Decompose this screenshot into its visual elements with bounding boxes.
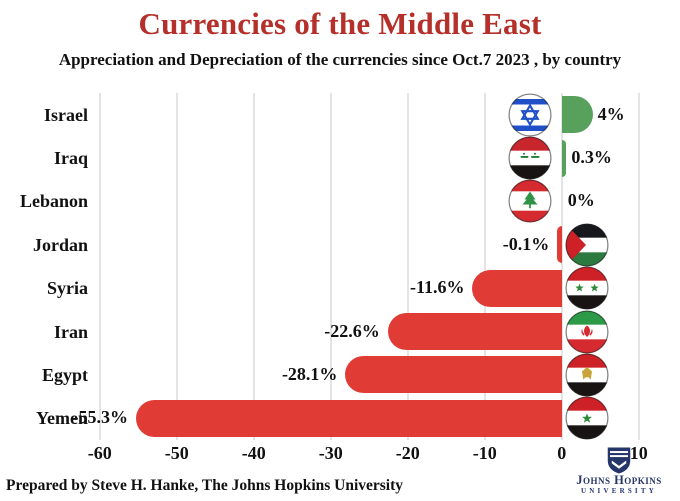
gridline [329, 93, 332, 440]
value-label: -22.6% [324, 320, 380, 341]
x-axis-tick: -60 [87, 443, 112, 463]
jordan-flag-icon [565, 223, 609, 267]
page-title: Currencies of the Middle East [138, 6, 542, 41]
gridline [406, 93, 409, 440]
value-label: 0% [567, 190, 595, 211]
bar-jordan [557, 226, 562, 264]
value-label: -0.1% [502, 233, 550, 254]
gridline [98, 93, 101, 440]
bar-syria [472, 269, 562, 307]
x-axis-tick: -30 [318, 443, 343, 463]
country-label: Yemen [36, 408, 88, 429]
gridline [560, 93, 563, 440]
gridline [637, 93, 640, 440]
jhu-logo-university: UNIVERSITY [581, 487, 657, 495]
value-label: 4% [597, 103, 625, 124]
page-subtitle: Appreciation and Depreciation of the cur… [58, 50, 622, 69]
country-label: Iraq [53, 148, 88, 169]
x-axis-tick: -40 [241, 443, 266, 463]
value-label: -11.6% [409, 277, 465, 298]
x-axis-tick: 0 [557, 443, 567, 463]
jhu-shield-icon [607, 447, 631, 474]
country-label: Israel [44, 104, 88, 125]
country-label: Egypt [41, 364, 88, 385]
value-label: -55.3% [72, 407, 129, 428]
country-label: Jordan [32, 234, 88, 255]
country-label: Syria [46, 278, 88, 299]
bar-egypt [345, 356, 562, 394]
country-label: Lebanon [19, 191, 88, 212]
bar-israel [561, 96, 593, 134]
gridline [483, 93, 486, 440]
x-axis-tick: 10 [629, 443, 648, 463]
yemen-flag-icon [565, 396, 609, 440]
lebanon-flag-icon [508, 179, 552, 223]
johns-hopkins-logo: Johns Hopkins UNIVERSITY [564, 447, 674, 496]
footer-credit: Prepared by Steve H. Hanke, The Johns Ho… [6, 477, 404, 494]
x-axis-tick: -50 [164, 443, 189, 463]
bar-iraq [561, 139, 567, 177]
x-axis-tick: -20 [395, 443, 420, 463]
bar-iran [387, 313, 562, 351]
jhu-logo-name: Johns Hopkins [576, 473, 662, 487]
gridline [252, 93, 255, 440]
bar-yemen [135, 399, 562, 437]
israel-flag-icon [508, 93, 552, 137]
iraq-flag-icon [508, 136, 552, 180]
value-label: 0.3% [571, 147, 612, 168]
iran-flag-icon [565, 310, 609, 354]
egypt-flag-icon [565, 353, 609, 397]
x-axis-tick: -10 [472, 443, 497, 463]
country-label: Iran [53, 321, 88, 342]
value-label: -28.1% [281, 363, 338, 384]
gridline [175, 93, 178, 440]
syria-flag-icon [565, 266, 609, 310]
